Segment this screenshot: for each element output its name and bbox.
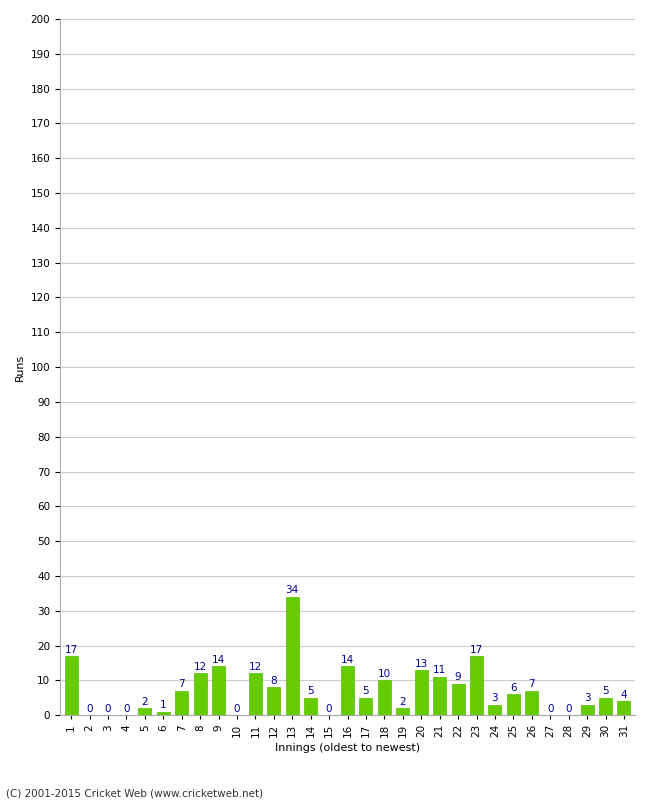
Bar [452,684,465,715]
Bar [64,656,77,715]
Bar [470,656,483,715]
Text: 1: 1 [160,700,166,710]
Text: 7: 7 [178,679,185,690]
Text: 11: 11 [433,666,447,675]
Text: 17: 17 [64,645,78,654]
Text: 8: 8 [270,676,277,686]
Text: 5: 5 [363,686,369,696]
Text: 0: 0 [326,704,332,714]
Text: 0: 0 [547,704,554,714]
Text: 13: 13 [415,658,428,669]
Bar [359,698,372,715]
Text: 5: 5 [602,686,609,696]
Bar [157,712,170,715]
Text: 2: 2 [400,697,406,707]
Text: 9: 9 [455,673,461,682]
X-axis label: Innings (oldest to newest): Innings (oldest to newest) [275,743,420,753]
Text: (C) 2001-2015 Cricket Web (www.cricketweb.net): (C) 2001-2015 Cricket Web (www.cricketwe… [6,788,264,798]
Bar [378,680,391,715]
Text: 14: 14 [212,655,225,665]
Text: 12: 12 [194,662,207,672]
Y-axis label: Runs: Runs [15,354,25,381]
Bar [580,705,593,715]
Text: 6: 6 [510,683,517,693]
Text: 3: 3 [491,694,499,703]
Bar [599,698,612,715]
Text: 0: 0 [86,704,93,714]
Bar [341,666,354,715]
Bar [267,687,280,715]
Bar [212,666,225,715]
Bar [249,674,262,715]
Text: 12: 12 [249,662,262,672]
Bar [415,670,428,715]
Bar [396,708,410,715]
Bar [286,597,299,715]
Bar [176,691,188,715]
Bar [618,702,630,715]
Text: 7: 7 [528,679,535,690]
Text: 4: 4 [621,690,627,700]
Bar [194,674,207,715]
Text: 0: 0 [566,704,572,714]
Bar [433,677,446,715]
Bar [489,705,501,715]
Text: 0: 0 [234,704,240,714]
Text: 14: 14 [341,655,354,665]
Text: 5: 5 [307,686,314,696]
Text: 34: 34 [285,586,299,595]
Bar [525,691,538,715]
Text: 17: 17 [470,645,483,654]
Text: 2: 2 [142,697,148,707]
Text: 10: 10 [378,669,391,679]
Text: 0: 0 [105,704,111,714]
Bar [507,694,520,715]
Bar [304,698,317,715]
Text: 0: 0 [123,704,129,714]
Text: 3: 3 [584,694,590,703]
Bar [138,708,151,715]
